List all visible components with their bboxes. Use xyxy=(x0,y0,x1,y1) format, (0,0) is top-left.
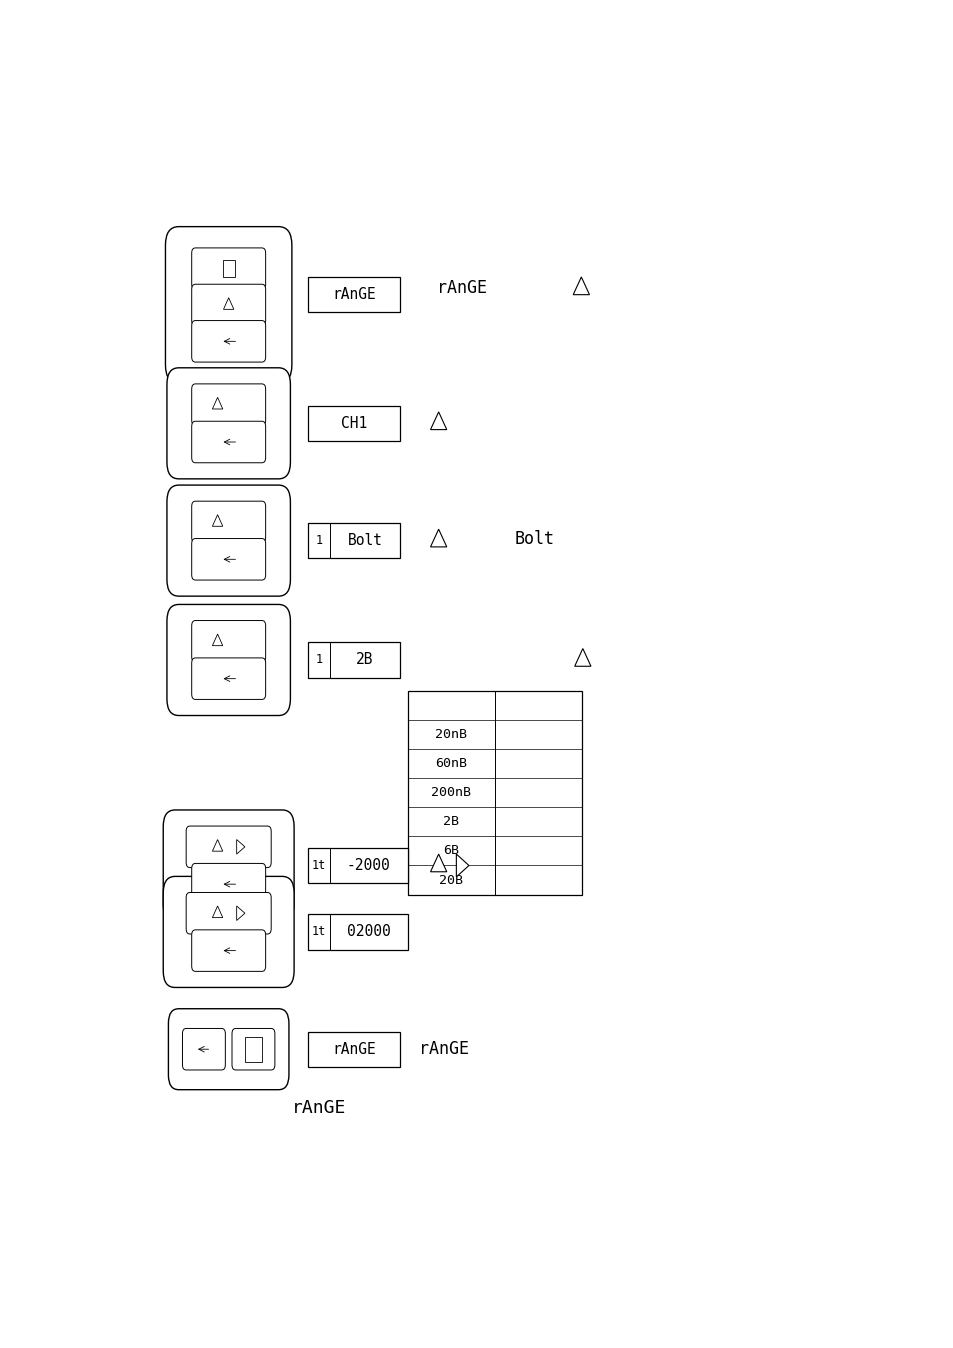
FancyBboxPatch shape xyxy=(186,826,271,868)
Polygon shape xyxy=(236,906,245,921)
Text: 02000: 02000 xyxy=(347,925,390,940)
Bar xyxy=(308,406,400,441)
Text: rAnGE: rAnGE xyxy=(292,1100,346,1117)
FancyBboxPatch shape xyxy=(192,539,265,580)
Polygon shape xyxy=(213,398,222,408)
FancyBboxPatch shape xyxy=(182,1029,225,1070)
Polygon shape xyxy=(430,412,446,430)
FancyBboxPatch shape xyxy=(232,1029,274,1070)
Polygon shape xyxy=(430,530,446,547)
Polygon shape xyxy=(213,634,222,646)
FancyBboxPatch shape xyxy=(192,658,265,700)
Polygon shape xyxy=(574,648,590,666)
Text: rAnGE: rAnGE xyxy=(332,287,375,302)
Polygon shape xyxy=(573,276,589,295)
Text: Bolt: Bolt xyxy=(515,530,555,547)
FancyBboxPatch shape xyxy=(192,620,265,662)
Polygon shape xyxy=(236,840,245,855)
Text: rAnGE: rAnGE xyxy=(418,1041,468,1058)
Text: 2B: 2B xyxy=(443,816,458,829)
Polygon shape xyxy=(213,840,222,851)
Text: 20nB: 20nB xyxy=(435,728,467,741)
Polygon shape xyxy=(456,855,469,878)
FancyBboxPatch shape xyxy=(165,226,292,383)
FancyBboxPatch shape xyxy=(192,421,265,462)
FancyBboxPatch shape xyxy=(167,368,290,479)
Bar xyxy=(308,643,400,678)
FancyBboxPatch shape xyxy=(192,284,265,326)
FancyBboxPatch shape xyxy=(169,1008,289,1089)
Text: 2B: 2B xyxy=(356,652,374,667)
Text: -2000: -2000 xyxy=(347,857,390,874)
Bar xyxy=(407,692,581,895)
Text: 1: 1 xyxy=(315,654,322,666)
Text: 20B: 20B xyxy=(438,874,463,887)
Text: rAnGE: rAnGE xyxy=(436,279,487,298)
FancyBboxPatch shape xyxy=(192,930,265,972)
Text: 1t: 1t xyxy=(312,926,326,938)
FancyBboxPatch shape xyxy=(163,876,294,988)
Polygon shape xyxy=(430,855,446,872)
Polygon shape xyxy=(223,298,233,309)
Bar xyxy=(308,523,400,558)
Bar xyxy=(222,260,234,276)
FancyBboxPatch shape xyxy=(192,864,265,905)
Text: 60nB: 60nB xyxy=(435,758,467,770)
Text: CH1: CH1 xyxy=(340,415,367,431)
Polygon shape xyxy=(213,515,222,526)
FancyBboxPatch shape xyxy=(186,892,271,934)
Bar xyxy=(308,1031,400,1066)
Text: 200nB: 200nB xyxy=(431,786,471,799)
FancyBboxPatch shape xyxy=(192,384,265,426)
FancyBboxPatch shape xyxy=(167,485,290,596)
FancyBboxPatch shape xyxy=(167,604,290,716)
Bar xyxy=(308,276,400,313)
FancyBboxPatch shape xyxy=(192,248,265,290)
Bar xyxy=(244,1037,262,1062)
Text: Bolt: Bolt xyxy=(347,532,382,549)
FancyBboxPatch shape xyxy=(192,501,265,543)
Polygon shape xyxy=(213,906,222,918)
Text: 1t: 1t xyxy=(312,859,326,872)
Text: rAnGE: rAnGE xyxy=(332,1042,375,1057)
Bar xyxy=(308,914,407,949)
Text: 6B: 6B xyxy=(443,844,458,857)
Bar xyxy=(308,848,407,883)
FancyBboxPatch shape xyxy=(163,810,294,921)
Text: 1: 1 xyxy=(315,534,322,547)
FancyBboxPatch shape xyxy=(192,321,265,363)
